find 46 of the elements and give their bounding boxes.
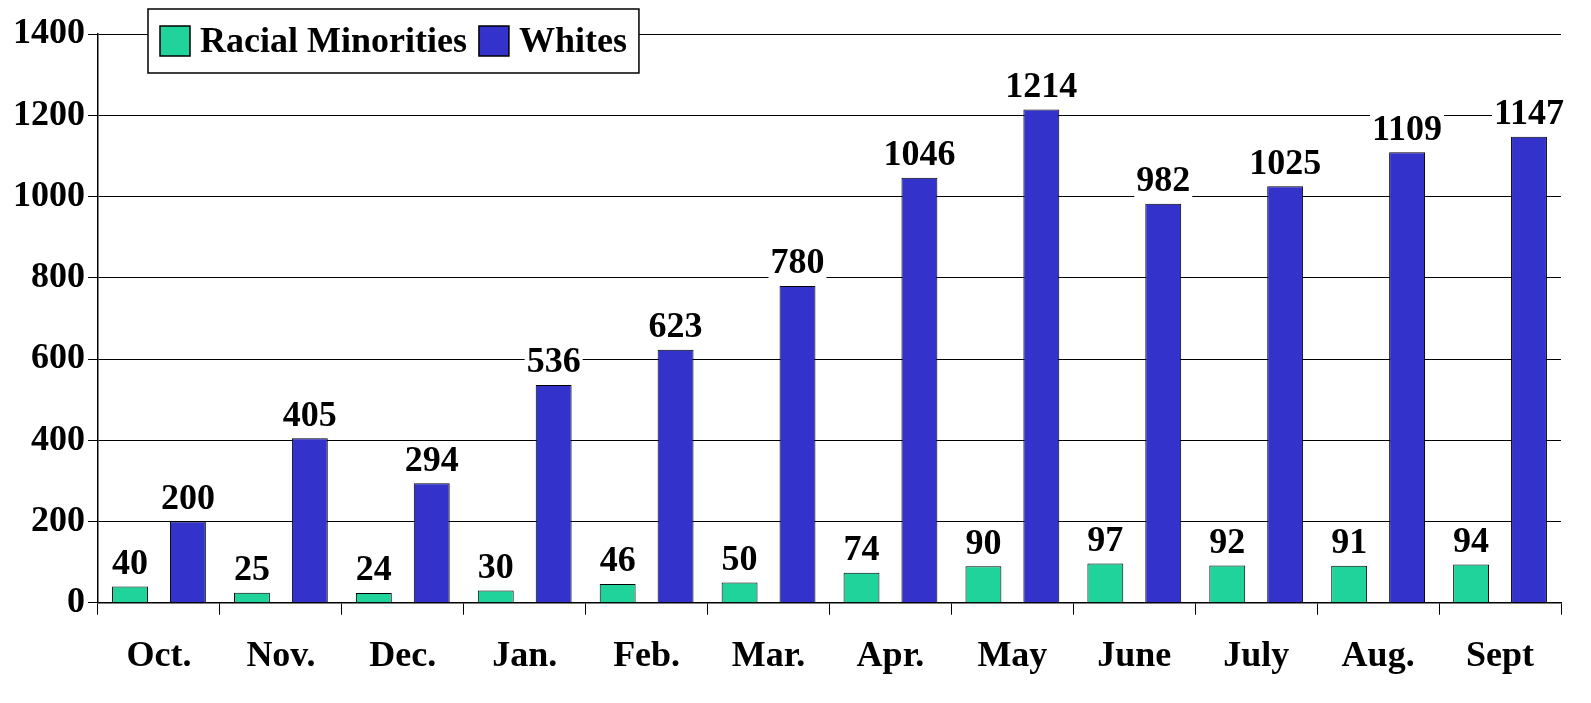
data-label: 90 <box>965 521 1002 562</box>
x-tick-label: Apr. <box>856 633 925 674</box>
data-label: 623 <box>648 304 703 345</box>
x-tick-label: Mar. <box>731 633 806 674</box>
y-tick-label: 600 <box>31 336 85 377</box>
data-label: 982 <box>1136 159 1191 200</box>
data-label: 94 <box>1453 519 1490 560</box>
data-label: 25 <box>233 547 270 588</box>
x-tick-label: Aug. <box>1341 633 1415 674</box>
legend-label: Racial Minorities <box>200 20 467 61</box>
data-label: 97 <box>1087 518 1124 559</box>
x-tick-label: July <box>1223 633 1290 674</box>
y-tick-label: 200 <box>31 498 85 539</box>
data-label: 74 <box>843 528 880 569</box>
data-label: 1214 <box>1005 64 1078 105</box>
data-label: 30 <box>477 545 514 586</box>
data-label: 536 <box>526 340 581 381</box>
x-tick-label: Oct. <box>126 633 192 674</box>
data-label: 1147 <box>1493 92 1564 133</box>
data-label: 50 <box>721 537 758 578</box>
data-label: 1025 <box>1249 141 1322 182</box>
data-label: 1109 <box>1372 107 1443 148</box>
x-tick-label: Feb. <box>613 633 681 674</box>
data-label: 780 <box>770 241 825 282</box>
data-label: 91 <box>1331 521 1368 562</box>
y-tick-label: 800 <box>31 255 85 296</box>
data-label: 1046 <box>883 133 956 174</box>
y-tick-label: 1200 <box>13 92 85 133</box>
data-label: 40 <box>112 541 148 582</box>
y-tick-label: 0 <box>67 580 85 621</box>
x-tick-label: Sept <box>1466 633 1535 674</box>
data-label: 200 <box>160 476 215 517</box>
y-tick-label: 1400 <box>13 11 85 52</box>
data-label: 92 <box>1209 520 1246 561</box>
x-tick-label: Nov. <box>246 633 316 674</box>
x-tick-label: June <box>1097 633 1172 674</box>
y-tick-label: 1000 <box>13 173 85 214</box>
data-label: 46 <box>599 539 636 580</box>
x-tick-label: Jan. <box>492 633 558 674</box>
data-label: 24 <box>355 548 392 589</box>
data-label: 294 <box>404 438 459 479</box>
y-tick-label: 400 <box>31 417 85 458</box>
legend-label: Whites <box>518 20 627 61</box>
x-tick-label: Dec. <box>369 633 437 674</box>
data-label: 405 <box>282 393 337 434</box>
x-tick-label: May <box>977 633 1048 674</box>
